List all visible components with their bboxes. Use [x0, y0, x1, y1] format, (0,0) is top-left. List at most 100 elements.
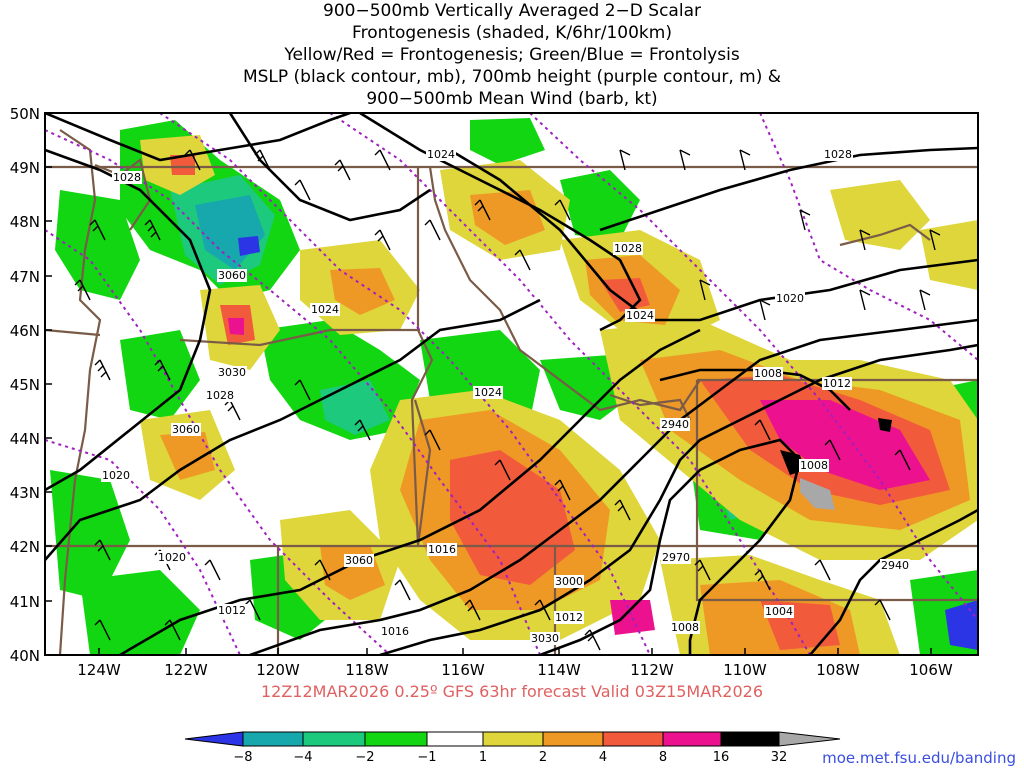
frontolysis-region: [320, 380, 390, 435]
lon-tick: 124W: [77, 661, 121, 679]
height-label: 3000: [554, 575, 584, 588]
height-label: 3060: [217, 269, 247, 282]
mslp-label: 1028: [613, 242, 643, 255]
title-line-5: 900−500mb Mean Wind (barb, kt): [366, 89, 658, 109]
colorbar-swatch: [364, 731, 428, 747]
lon-tick: 110W: [723, 661, 767, 679]
svg-text:2940: 2940: [881, 559, 909, 572]
colorbar-swatch: [482, 731, 544, 747]
svg-text:3060: 3060: [345, 554, 373, 567]
colorbar-swatch: [662, 731, 722, 747]
colorbar-label: −8: [233, 750, 252, 765]
height-label: 2940: [880, 559, 910, 572]
colorbar-label: −2: [355, 750, 374, 765]
mslp-label: 1016: [427, 543, 457, 556]
contour-labels: 1028 1024 1028 1024 1028 1024 1020 1028 …: [101, 148, 910, 645]
frontogenesis-region: [830, 180, 930, 250]
lat-tick: 47N: [10, 268, 40, 286]
height-label: 3030: [530, 632, 560, 645]
mslp-label: 1020: [157, 551, 187, 564]
svg-text:1024: 1024: [474, 386, 502, 399]
source-credit-link[interactable]: moe.met.fsu.edu/banding: [822, 749, 1016, 767]
mslp-label: 1012: [822, 377, 852, 390]
svg-text:1012: 1012: [823, 377, 851, 390]
frontogenesis-region: [760, 400, 930, 490]
lon-tick: 122W: [164, 661, 208, 679]
colorbar-swatch: [602, 731, 664, 747]
colorbar-swatch: [778, 731, 841, 747]
svg-text:3060: 3060: [172, 423, 200, 436]
lon-tick: 118W: [345, 661, 389, 679]
svg-text:2940: 2940: [661, 418, 689, 431]
mslp-label: 1028: [205, 389, 235, 402]
map-title: 900−500mb Vertically Averaged 2−D Scalar…: [0, 0, 1024, 110]
frontolysis-region: [238, 236, 260, 256]
frontolysis-region: [120, 330, 200, 420]
colorbar-swatch: [242, 731, 304, 747]
frontogenesis-region: [878, 418, 892, 432]
svg-text:1024: 1024: [311, 303, 339, 316]
lat-tick: 42N: [10, 538, 40, 556]
colorbar-label: −4: [293, 750, 312, 765]
lon-tick: 106W: [909, 661, 953, 679]
mslp-label: 1008: [799, 459, 829, 472]
lon-tick: 112W: [630, 661, 674, 679]
svg-text:1008: 1008: [671, 621, 699, 634]
frontolysis-region: [55, 190, 140, 300]
svg-text:3030: 3030: [531, 632, 559, 645]
title-line-4: MSLP (black contour, mb), 700mb height (…: [242, 67, 782, 87]
frontogenesis-region: [170, 155, 195, 175]
lat-tick: 49N: [10, 159, 40, 177]
colorbar-labels: −8 −4 −2 −1 1 2 4 8 16 32: [233, 750, 787, 765]
svg-text:3030: 3030: [218, 366, 246, 379]
mslp-label: 1020: [101, 469, 131, 482]
title-line-3: Yellow/Red = Frontogenesis; Green/Blue =…: [284, 45, 740, 65]
lat-tick: 48N: [10, 213, 40, 231]
lat-tick: 44N: [10, 430, 40, 448]
mslp-label: 1020: [775, 292, 805, 305]
height-label: 3060: [171, 423, 201, 436]
frontogenesis-region: [800, 478, 835, 510]
frontogenesis-region: [330, 268, 395, 315]
colorbar-legend: [184, 731, 841, 747]
frontogenesis-region: [610, 600, 655, 635]
svg-text:1024: 1024: [626, 309, 654, 322]
svg-text:3000: 3000: [555, 575, 583, 588]
mslp-label: 1024: [426, 148, 456, 161]
height-label: 3060: [344, 554, 374, 567]
lat-tick: 45N: [10, 376, 40, 394]
frontolysis-region: [945, 600, 978, 650]
svg-text:2970: 2970: [662, 551, 690, 564]
colorbar-swatch: [542, 731, 604, 747]
svg-text:1024: 1024: [427, 148, 455, 161]
height-label: 2970: [661, 551, 691, 564]
svg-text:1008: 1008: [800, 459, 828, 472]
frontogenesis-region: [920, 220, 978, 290]
mslp-label: 1008: [753, 367, 783, 380]
svg-text:1028: 1028: [824, 148, 852, 161]
svg-text:1012: 1012: [555, 611, 583, 624]
lat-tick: 50N: [10, 105, 40, 123]
political-borders: [45, 129, 978, 655]
frontogenesis-region: [450, 450, 575, 585]
mslp-label: 1004: [764, 605, 794, 618]
colorbar-swatch: [302, 731, 366, 747]
lon-tick: 114W: [537, 661, 581, 679]
frontolysis-region: [470, 118, 545, 165]
frontolysis-region: [50, 470, 130, 600]
svg-text:3060: 3060: [218, 269, 246, 282]
longitude-axis: 124W 122W 120W 118W 116W 114W 112W 110W …: [77, 648, 953, 679]
frontogenesis-region: [160, 432, 215, 480]
height-label: 3030: [217, 366, 247, 379]
svg-text:1008: 1008: [754, 367, 782, 380]
forecast-valid-time: 12Z12MAR2026 0.25º GFS 63hr forecast Val…: [260, 682, 764, 701]
svg-text:1012: 1012: [218, 604, 246, 617]
wind-barbs: [74, 149, 941, 651]
colorbar-label: 32: [771, 750, 788, 765]
colorbar-label: 1: [479, 750, 487, 765]
colorbar-label: 2: [539, 750, 547, 765]
lon-tick: 108W: [816, 661, 860, 679]
mslp-label: 1024: [625, 309, 655, 322]
latitude-axis: 40N 41N 42N 43N 44N 45N 46N 47N 48N 49N …: [10, 105, 52, 665]
